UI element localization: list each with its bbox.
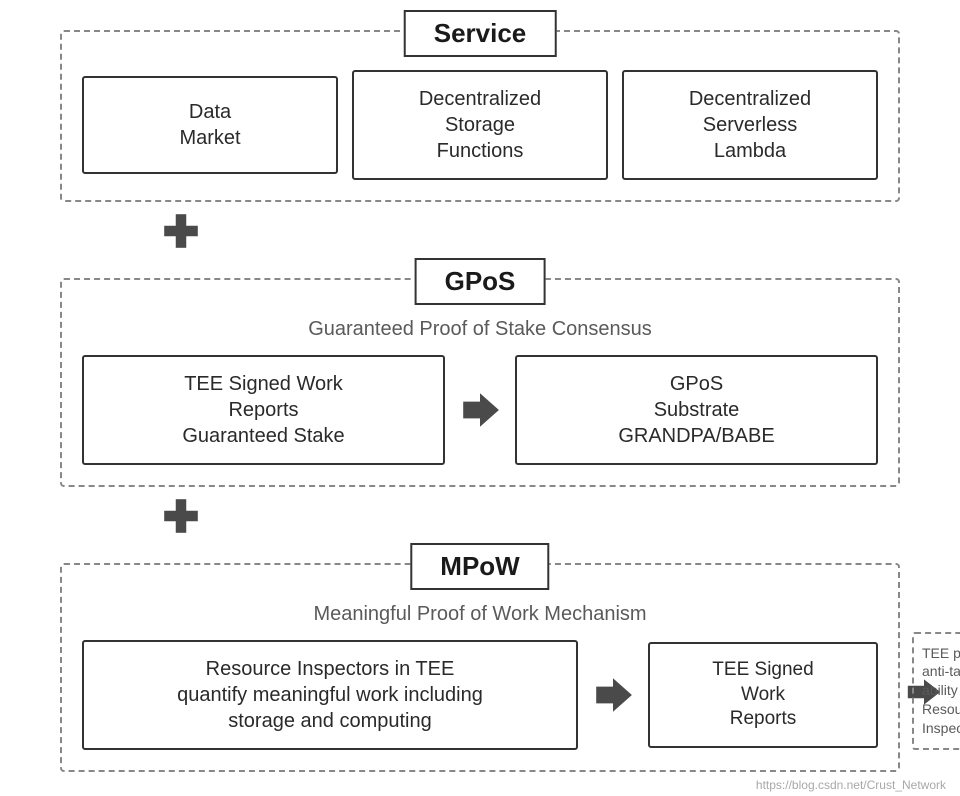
mpow-box-inspectors: Resource Inspectors in TEEquantify meani… — [82, 640, 578, 750]
mpow-side-note: TEE provides anti-tamper ability to Reso… — [912, 632, 960, 750]
mpow-subtitle: Meaningful Proof of Work Mechanism — [82, 603, 878, 626]
gpos-row: TEE Signed WorkReportsGuaranteed Stake G… — [82, 355, 878, 465]
mpow-title: MPoW — [410, 543, 549, 590]
watermark: https://blog.csdn.net/Crust_Network — [756, 778, 946, 792]
gpos-box-tee-reports: TEE Signed WorkReportsGuaranteed Stake — [82, 355, 445, 465]
service-panel: Service DataMarket DecentralizedStorageF… — [60, 30, 900, 202]
mpow-row: Resource Inspectors in TEEquantify meani… — [82, 640, 878, 750]
plus-icon — [160, 210, 202, 252]
service-box-lambda: DecentralizedServerlessLambda — [622, 70, 878, 180]
arrow-right-icon — [592, 674, 634, 716]
service-row: DataMarket DecentralizedStorageFunctions… — [82, 70, 878, 180]
gpos-panel: GPoS Guaranteed Proof of Stake Consensus… — [60, 278, 900, 487]
mpow-box-tee-reports: TEE SignedWorkReports — [648, 642, 878, 748]
mpow-panel: MPoW Meaningful Proof of Work Mechanism … — [60, 563, 900, 772]
service-title: Service — [404, 10, 557, 57]
gpos-box-substrate: GPoSSubstrateGRANDPA/BABE — [515, 355, 878, 465]
mpow-panel-wrap: MPoW Meaningful Proof of Work Mechanism … — [60, 563, 900, 772]
arrow-right-icon — [459, 389, 501, 431]
plus-icon — [160, 495, 202, 537]
plus-connector-1 — [60, 210, 900, 252]
gpos-subtitle: Guaranteed Proof of Stake Consensus — [82, 318, 878, 341]
plus-connector-2 — [60, 495, 900, 537]
service-box-storage: DecentralizedStorageFunctions — [352, 70, 608, 180]
diagram-root: Service DataMarket DecentralizedStorageF… — [0, 0, 960, 792]
service-box-data-market: DataMarket — [82, 76, 338, 174]
gpos-title: GPoS — [415, 258, 546, 305]
